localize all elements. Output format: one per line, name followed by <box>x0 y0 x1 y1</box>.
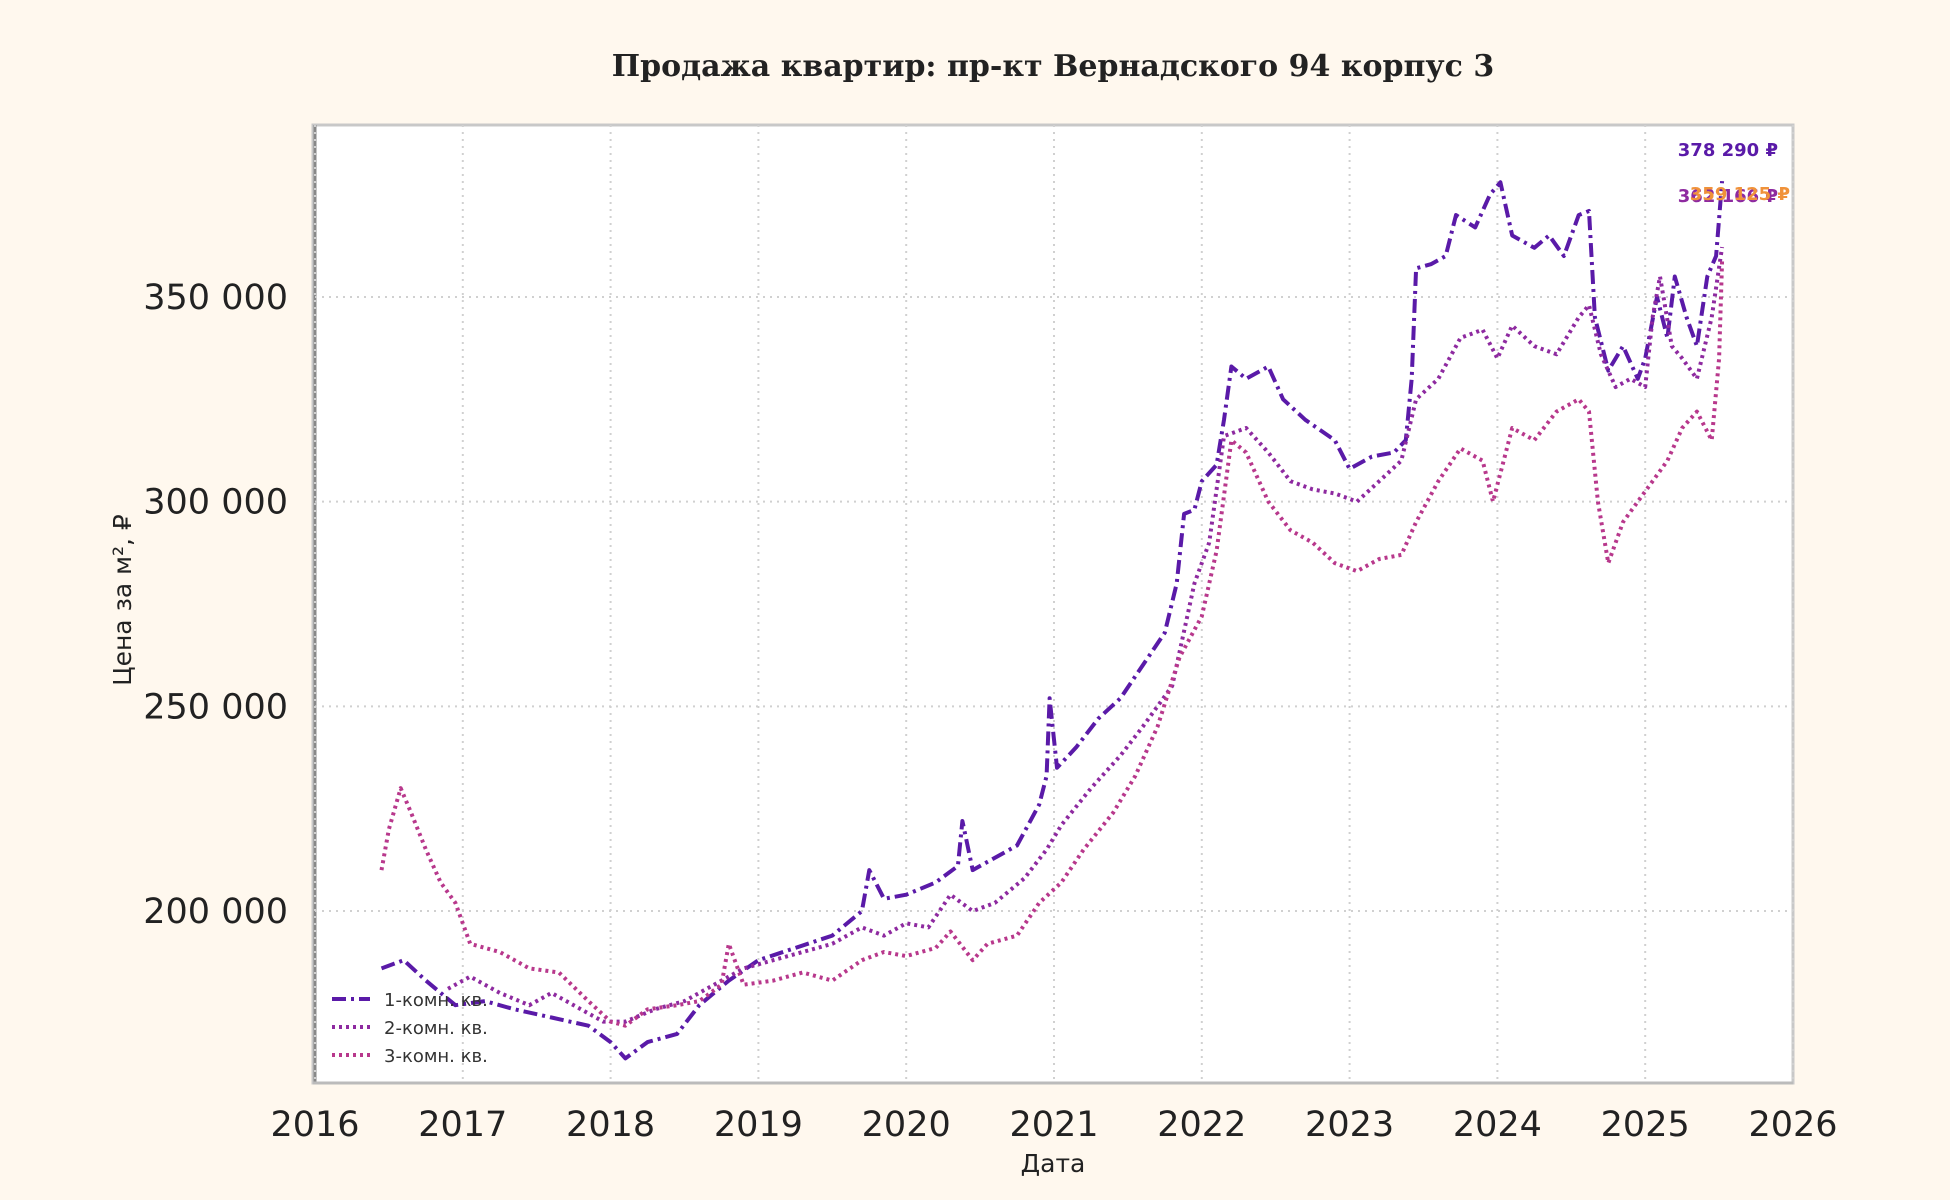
end-value-label: 362 166 ₽ <box>1678 186 1778 207</box>
legend-label: 2-комн. кв. <box>384 1018 488 1039</box>
legend-label: 1-комн. кв. <box>384 990 488 1011</box>
x-tick-label: 2018 <box>566 1105 655 1145</box>
y-tick-label: 300 000 <box>143 483 288 523</box>
x-tick-label: 2022 <box>1157 1105 1246 1145</box>
legend: 1-комн. кв. 2-комн. кв. 3-комн. кв. <box>332 990 488 1067</box>
x-tick-label: 2017 <box>418 1105 507 1145</box>
end-value-label: 359 125 ₽ <box>1690 184 1790 205</box>
x-tick-label: 2021 <box>1009 1105 1098 1145</box>
x-tick-label: 2026 <box>1748 1105 1837 1145</box>
x-tick-label: 2024 <box>1453 1105 1542 1145</box>
y-tick-label: 250 000 <box>143 687 288 727</box>
y-tick-label: 350 000 <box>143 278 288 318</box>
y-tick-label: 200 000 <box>143 892 288 932</box>
legend-label: 3-комн. кв. <box>384 1046 488 1067</box>
y-tick-labels: 200 000 250 000 300 000 350 000 <box>143 278 288 932</box>
y-axis-label: Цена за м², ₽ <box>108 514 137 686</box>
x-tick-label: 2023 <box>1305 1105 1394 1145</box>
x-tick-label: 2019 <box>714 1105 803 1145</box>
x-tick-label: 2020 <box>862 1105 951 1145</box>
series-line-3 <box>379 259 1725 1028</box>
x-tick-labels: 2016 2017 2018 2019 2020 2021 2022 2023 2024 2025… <box>270 1105 1837 1145</box>
series-line-2 <box>447 246 1725 1024</box>
end-labels: 378 290 ₽ 362 166 ₽359 125 ₽ <box>1678 140 1790 207</box>
x-tick-label: 2016 <box>270 1105 359 1145</box>
series-line-1 <box>380 180 1725 1061</box>
x-axis-label: Дата <box>1021 1149 1086 1178</box>
end-value-label: 378 290 ₽ <box>1678 140 1778 161</box>
series-lines <box>379 180 1725 1061</box>
x-tick-label: 2025 <box>1601 1105 1690 1145</box>
plot-area <box>311 123 1795 1085</box>
chart-title: Продажа квартир: пр-кт Вернадского 94 ко… <box>612 49 1494 84</box>
